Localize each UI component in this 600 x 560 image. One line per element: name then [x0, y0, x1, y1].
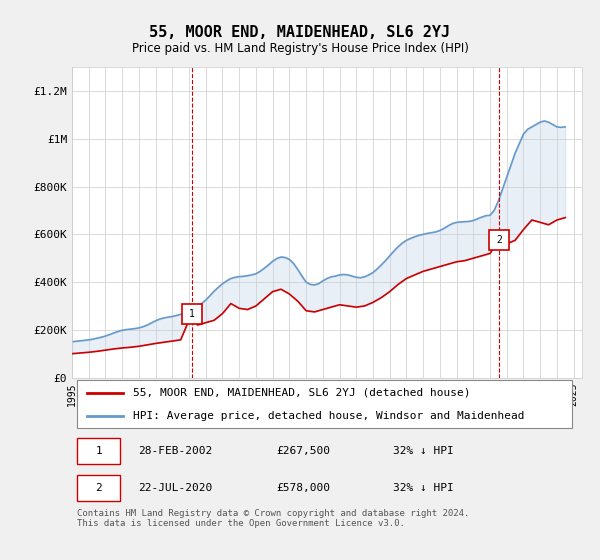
Text: 2: 2: [95, 483, 102, 493]
Text: 1: 1: [95, 446, 102, 456]
Text: 32% ↓ HPI: 32% ↓ HPI: [394, 446, 454, 456]
Text: HPI: Average price, detached house, Windsor and Maidenhead: HPI: Average price, detached house, Wind…: [133, 411, 525, 421]
FancyBboxPatch shape: [77, 474, 121, 501]
Text: 55, MOOR END, MAIDENHEAD, SL6 2YJ: 55, MOOR END, MAIDENHEAD, SL6 2YJ: [149, 25, 451, 40]
Text: Contains HM Land Registry data © Crown copyright and database right 2024.
This d: Contains HM Land Registry data © Crown c…: [77, 508, 469, 528]
Text: 2: 2: [496, 235, 502, 245]
Text: 22-JUL-2020: 22-JUL-2020: [139, 483, 212, 493]
Text: Price paid vs. HM Land Registry's House Price Index (HPI): Price paid vs. HM Land Registry's House …: [131, 42, 469, 55]
Text: 1: 1: [189, 309, 194, 319]
Text: 32% ↓ HPI: 32% ↓ HPI: [394, 483, 454, 493]
FancyBboxPatch shape: [77, 438, 121, 464]
Text: £578,000: £578,000: [276, 483, 330, 493]
Text: 28-FEB-2002: 28-FEB-2002: [139, 446, 212, 456]
Text: £267,500: £267,500: [276, 446, 330, 456]
Text: 55, MOOR END, MAIDENHEAD, SL6 2YJ (detached house): 55, MOOR END, MAIDENHEAD, SL6 2YJ (detac…: [133, 388, 471, 398]
FancyBboxPatch shape: [77, 380, 572, 428]
